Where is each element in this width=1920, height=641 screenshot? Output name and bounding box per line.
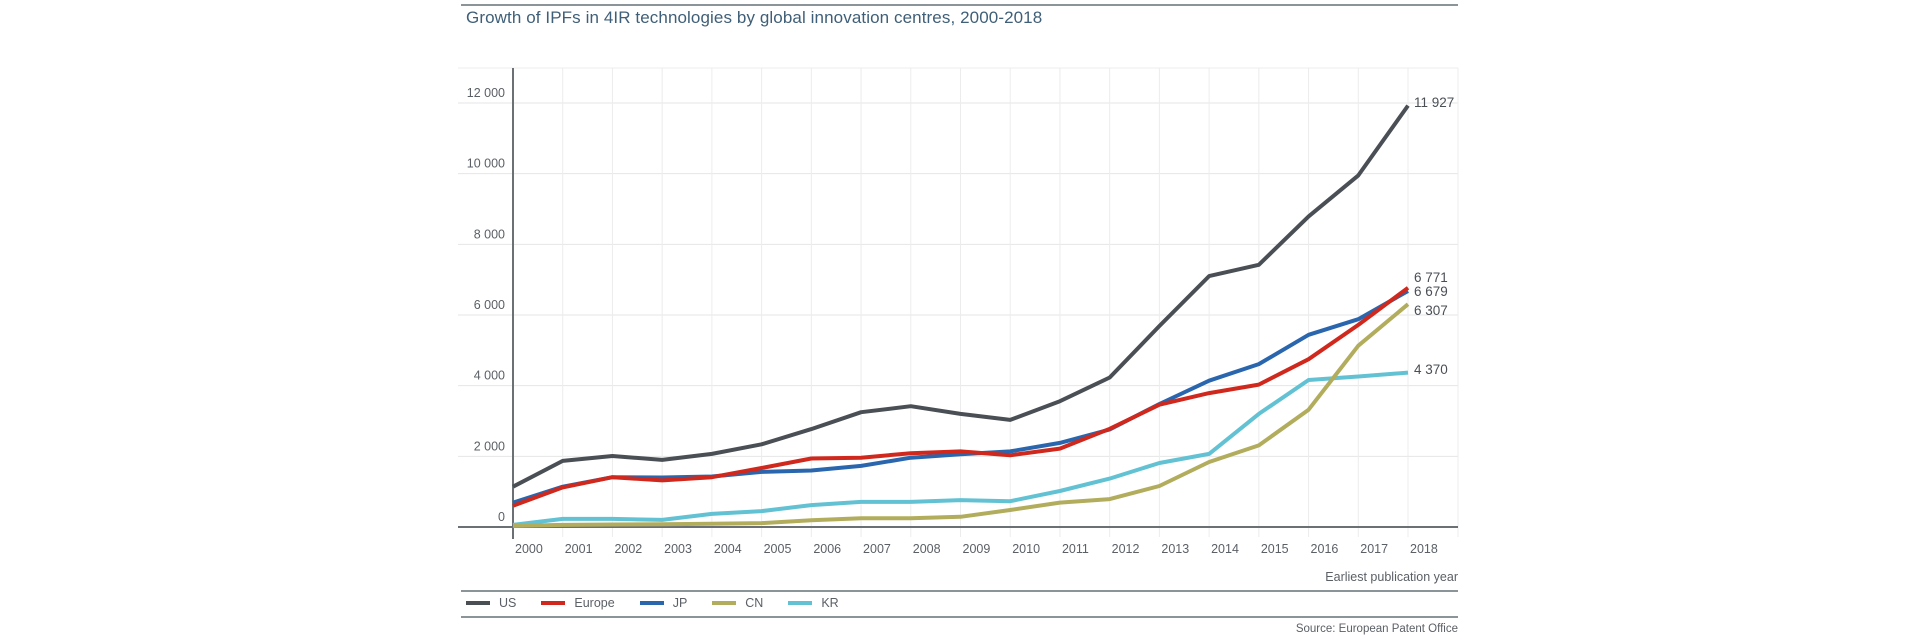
legend-label: Europe (574, 596, 615, 610)
legend-bottom-rule (461, 616, 1458, 618)
y-tick-label: 12 000 (467, 86, 505, 100)
series-line-europe (512, 286, 1410, 508)
x-tick-label: 2003 (664, 542, 692, 556)
x-tick-label: 2002 (614, 542, 642, 556)
x-axis-label: Earliest publication year (1325, 570, 1458, 584)
legend-item-jp: JP (639, 596, 688, 610)
x-tick-label: 2009 (963, 542, 991, 556)
x-tick-label: 2016 (1311, 542, 1339, 556)
legend-item-cn: CN (712, 596, 763, 610)
legend-label: JP (672, 596, 688, 610)
series-line-jp (512, 289, 1409, 505)
x-tick-label: 2007 (863, 542, 891, 556)
chart-title: Growth of IPFs in 4IR technologies by gl… (466, 8, 1043, 27)
legend-item-europe: Europe (541, 596, 615, 610)
y-tick-label: 2 000 (474, 439, 505, 453)
y-tick-label: 4 000 (474, 369, 505, 383)
y-tick-label: 10 000 (467, 157, 505, 171)
end-label-cn: 6 307 (1414, 303, 1448, 318)
top-rule (461, 4, 1458, 6)
legend-label: CN (745, 596, 764, 610)
x-tick-label: 2001 (565, 542, 593, 556)
legend-swatch-jp (639, 601, 664, 605)
x-tick-label: 2000 (515, 542, 543, 556)
x-tick-label: 2008 (913, 542, 941, 556)
legend-item-us: US (466, 596, 516, 610)
x-tick-label: 2005 (764, 542, 792, 556)
x-tick-label: 2011 (1062, 542, 1089, 556)
series-lines (512, 104, 1410, 528)
x-tick-label: 2015 (1261, 542, 1289, 556)
end-label-us: 11 927 (1414, 95, 1454, 110)
x-tick-label: 2013 (1161, 542, 1189, 556)
x-tick-label: 2018 (1410, 542, 1438, 556)
legend-item-kr: KR (788, 596, 839, 610)
legend-swatch-europe (541, 601, 566, 605)
legend-swatch-us (466, 601, 490, 605)
legend-swatch-cn (712, 601, 737, 605)
x-tick-label: 2006 (813, 542, 841, 556)
series-line-cn (512, 302, 1410, 528)
y-tick-label: 0 (498, 510, 505, 524)
legend: US Europe JP CN KR (466, 596, 864, 610)
x-tick-labels: 2000 2001 2002 2003 2004 2005 2006 2007 2008 2009… (515, 542, 1438, 556)
x-tick-label: 2012 (1112, 542, 1140, 556)
end-label-europe: 6 771 (1414, 270, 1448, 285)
axes (458, 68, 1458, 539)
gridlines (458, 67, 1459, 537)
x-tick-label: 2017 (1360, 542, 1388, 556)
legend-swatch-kr (788, 601, 813, 605)
x-tick-label: 2004 (714, 542, 742, 556)
y-tick-label: 6 000 (474, 298, 505, 312)
source-note: Source: European Patent Office (1295, 623, 1458, 635)
end-label-jp: 6 679 (1414, 284, 1448, 299)
legend-label: US (499, 596, 517, 610)
end-label-kr: 4 370 (1414, 362, 1448, 377)
legend-label: KR (821, 596, 839, 610)
x-tick-label: 2014 (1211, 542, 1239, 556)
legend-top-rule (461, 590, 1458, 592)
series-line-us (512, 104, 1410, 489)
y-tick-labels: 0 2 000 4 000 6 000 8 000 10 000 12 000 (467, 86, 505, 524)
y-tick-label: 8 000 (474, 227, 505, 241)
series-line-kr (512, 370, 1409, 527)
x-tick-label: 2010 (1012, 542, 1040, 556)
